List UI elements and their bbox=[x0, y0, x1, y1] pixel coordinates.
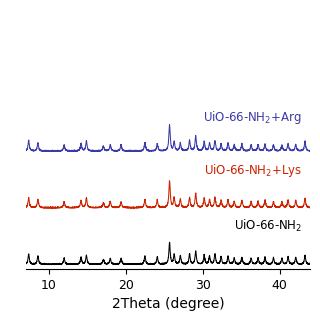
Text: UiO-66-NH$_2$+Lys: UiO-66-NH$_2$+Lys bbox=[204, 162, 302, 179]
Text: UiO-66-NH$_2$+Arg: UiO-66-NH$_2$+Arg bbox=[203, 109, 302, 126]
X-axis label: 2Theta (degree): 2Theta (degree) bbox=[112, 297, 224, 311]
Text: UiO-66-NH$_2$: UiO-66-NH$_2$ bbox=[234, 218, 302, 234]
